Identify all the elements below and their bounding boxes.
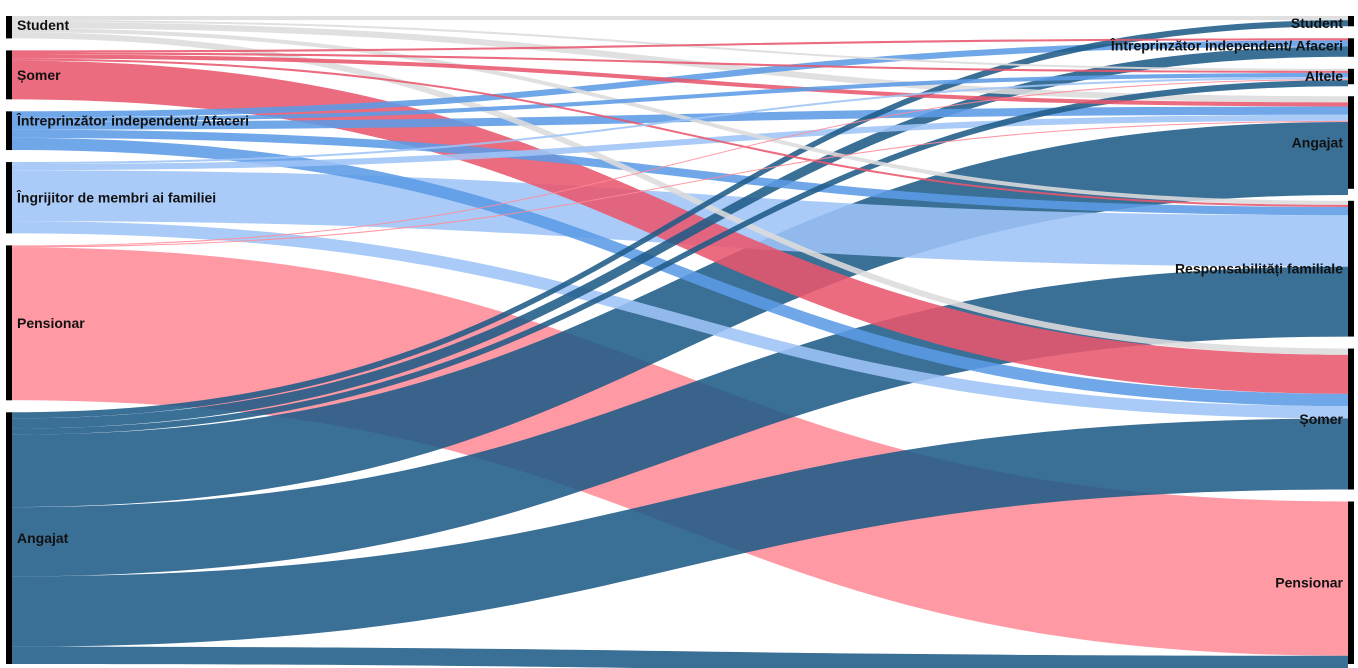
right-node-label-somer: Șomer [1299,411,1343,427]
right-node-bar-responsabilitati-familiale [1348,200,1354,337]
link-somer-to-somer [12,60,1348,394]
right-node-label-student: Student [1291,15,1343,31]
right-node-bar-intreprinzator-independent-afaceri [1348,38,1354,57]
right-node-label-altele: Altele [1305,68,1343,84]
left-node-bar-pensionar [6,245,12,401]
link-angajat-to-somer [12,418,1348,647]
link-pensionar-to-altele [12,79,1348,247]
right-node-bar-angajat [1348,96,1354,189]
link-ingrijitor-de-membri-ai-familiei-to-angajat [12,114,1348,171]
left-node-label-somer: Șomer [17,67,61,83]
right-node-label-responsabilitati-familiale: Responsabilități familiale [1175,261,1343,277]
link-angajat-to-intreprinzator-independent-afaceri [12,46,1348,429]
link-student-to-somer [12,32,1348,355]
left-node-label-pensionar: Pensionar [17,315,85,331]
link-somer-to-responsabilitati-familiale [12,58,1348,207]
right-node-bar-pensionar [1348,501,1354,664]
link-angajat-to-pensionar [12,646,1348,668]
right-node-label-angajat: Angajat [1292,135,1344,151]
right-node-bar-student [1348,16,1354,27]
link-intreprinzator-independent-afaceri-to-responsabilitati-familiale [12,129,1348,216]
left-node-label-intreprinzator-independent-afaceri: Întreprinzător independent/ Afaceri [16,111,249,128]
sankey-nodes: Student Șomer Întreprinzător independent/ … [6,15,1354,664]
left-node-bar-angajat [6,412,12,664]
link-somer-to-angajat [12,54,1348,107]
left-node-bar-ingrijitor-de-membri-ai-familiei [6,162,12,234]
link-intreprinzator-independent-afaceri-to-somer [12,137,1348,407]
left-node-label-student: Student [17,17,69,33]
left-node-bar-somer [6,50,12,100]
link-ingrijitor-de-membri-ai-familiei-to-somer [12,221,1348,419]
right-node-label-pensionar: Pensionar [1275,575,1343,591]
link-somer-to-altele [12,52,1348,73]
left-node-label-ingrijitor-de-membri-ai-familiei: Îngrijitor de membri ai familiei [16,189,216,206]
link-angajat-to-altele [12,80,1348,435]
link-somer-to-intreprinzator-independent-afaceri [12,38,1348,53]
link-intreprinzator-independent-afaceri-to-altele [12,72,1348,122]
right-node-label-intreprinzator-independent-afaceri: Întreprinzător independent/ Afaceri [1110,36,1343,53]
link-student-to-student [12,16,1348,21]
link-pensionar-to-angajat [12,120,1348,248]
right-node-bar-altele [1348,68,1354,85]
left-node-label-angajat: Angajat [17,530,69,546]
right-node-bar-somer [1348,348,1354,490]
left-node-bar-student [6,16,12,39]
link-student-to-responsabilitati-familiale [12,28,1348,205]
sankey-links [12,16,1348,668]
link-angajat-to-student [12,20,1348,419]
left-node-bar-intreprinzator-independent-afaceri [6,111,12,151]
link-ingrijitor-de-membri-ai-familiei-to-altele [12,77,1348,165]
